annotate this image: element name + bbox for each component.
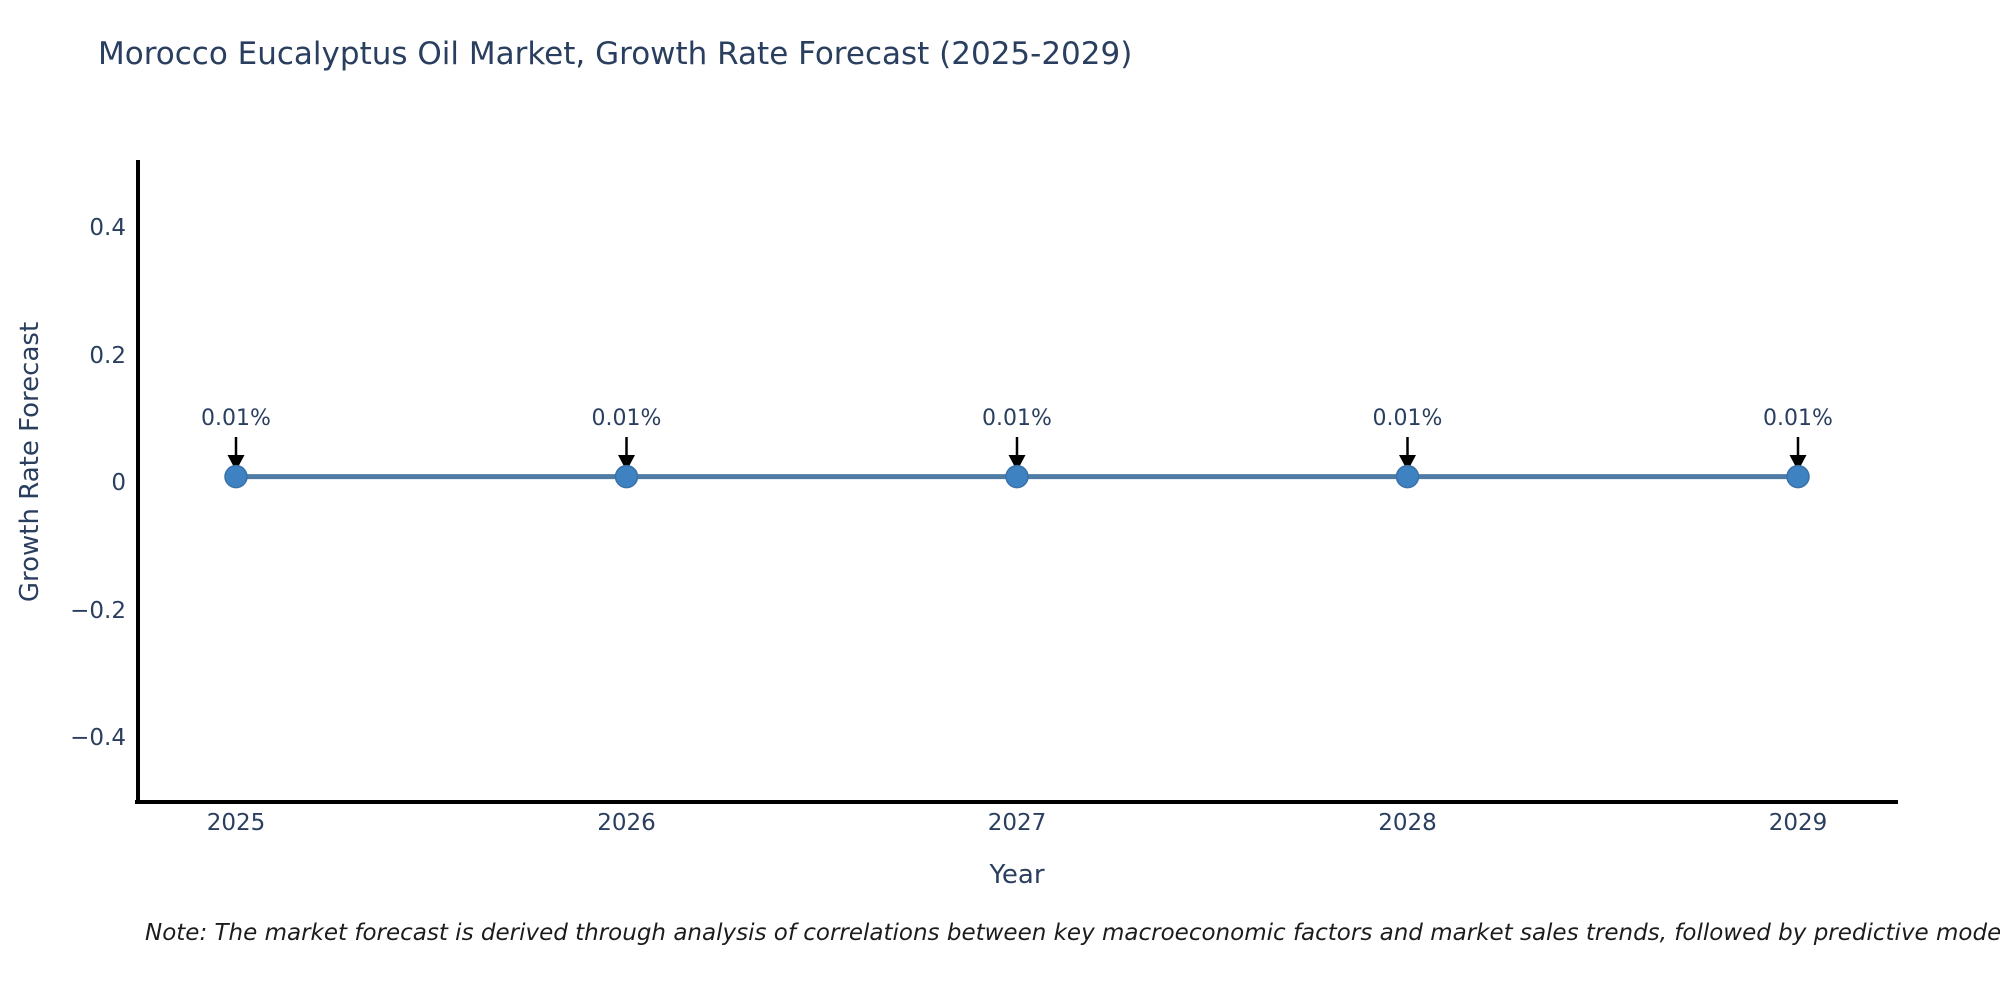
point-value-label: 0.01% bbox=[982, 406, 1052, 431]
x-tick-label: 2027 bbox=[987, 810, 1047, 836]
annotation-arrow-head bbox=[227, 455, 245, 471]
x-tick-label: 2025 bbox=[206, 810, 266, 836]
data-point[interactable] bbox=[614, 464, 639, 489]
x-tick-label: 2028 bbox=[1378, 810, 1437, 836]
y-tick-label: 0.4 bbox=[89, 215, 126, 241]
point-value-label: 0.01% bbox=[1763, 406, 1833, 431]
y-tick-label: −0.2 bbox=[70, 597, 126, 624]
x-axis-title: Year bbox=[989, 860, 1045, 890]
footnote: Note: The market forecast is derived thr… bbox=[145, 920, 2000, 946]
y-tick-label: 0 bbox=[111, 470, 126, 496]
data-point[interactable] bbox=[1786, 464, 1810, 489]
point-value-label: 0.01% bbox=[1372, 406, 1443, 431]
data-point[interactable] bbox=[224, 464, 248, 489]
annotation-arrow-head bbox=[1789, 455, 1807, 471]
annotation-arrow-head bbox=[1008, 455, 1026, 471]
x-tick-label: 2029 bbox=[1768, 810, 1828, 836]
chart-title: Morocco Eucalyptus Oil Market, Growth Ra… bbox=[98, 36, 1133, 72]
x-tick-label: 2026 bbox=[597, 810, 656, 836]
x-axis-line bbox=[135, 800, 1898, 804]
point-value-label: 0.01% bbox=[591, 406, 662, 431]
y-tick-label: 0.2 bbox=[89, 342, 126, 369]
y-tick-label: −0.4 bbox=[70, 725, 126, 751]
point-value-label: 0.01% bbox=[201, 406, 271, 431]
y-axis-line bbox=[136, 160, 140, 804]
data-point[interactable] bbox=[1005, 464, 1029, 489]
annotation-arrow-head bbox=[1399, 455, 1416, 471]
annotation-arrow-head bbox=[618, 455, 635, 471]
data-point[interactable] bbox=[1395, 464, 1420, 489]
